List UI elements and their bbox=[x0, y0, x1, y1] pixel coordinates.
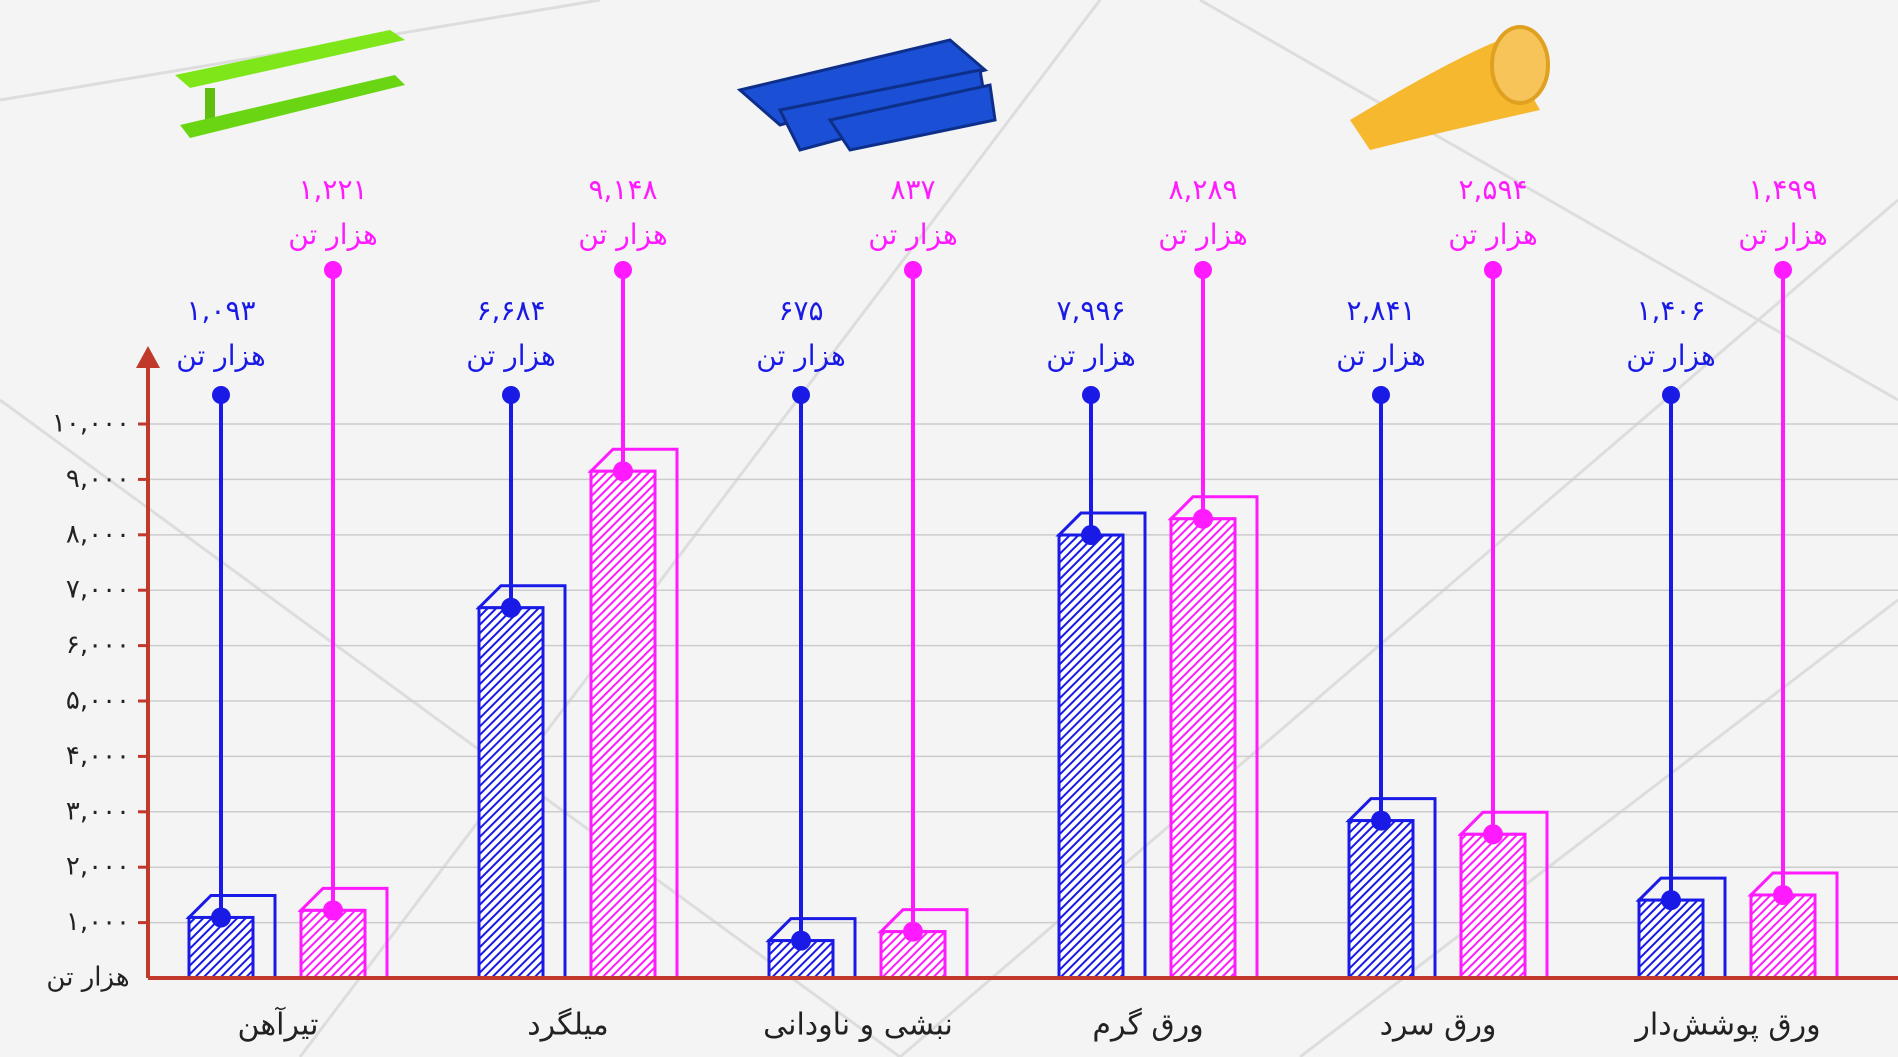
x-tick-label: ورق سرد bbox=[1380, 1008, 1497, 1043]
value-label: ۹,۱۴۸ bbox=[588, 173, 657, 206]
value-unit: هزار تن bbox=[1626, 339, 1716, 372]
lollipop-head bbox=[1372, 386, 1390, 404]
y-axis-arrow bbox=[136, 346, 160, 368]
profile-icon bbox=[736, 38, 997, 152]
lollipop-head bbox=[212, 386, 230, 404]
x-tick-label: تیرآهن bbox=[238, 1007, 319, 1043]
lollipop-dot bbox=[1661, 890, 1681, 911]
value-unit: هزار تن bbox=[1738, 218, 1828, 251]
y-tick-label: ۳,۰۰۰ bbox=[66, 796, 130, 826]
value-label: ۶,۶۸۴ bbox=[476, 294, 545, 327]
bar bbox=[1169, 517, 1237, 980]
value-unit: هزار تن bbox=[578, 218, 668, 251]
lollipop-dot bbox=[1483, 824, 1503, 845]
value-unit: هزار تن bbox=[1046, 339, 1136, 372]
lollipop-dot bbox=[791, 930, 811, 951]
lollipop-head bbox=[324, 261, 342, 279]
bar bbox=[1749, 893, 1817, 980]
lollipop-head bbox=[1082, 386, 1100, 404]
x-tick-label: ورق پوشش‌دار bbox=[1633, 1008, 1820, 1043]
value-unit: هزار تن bbox=[288, 218, 378, 251]
lollipop-head bbox=[614, 261, 632, 279]
x-tick-label: نبشی و ناودانی bbox=[763, 1008, 953, 1043]
value-unit: هزار تن bbox=[1448, 218, 1538, 251]
bar bbox=[1347, 819, 1415, 980]
lollipop-dot bbox=[1193, 508, 1213, 529]
lollipop-dot bbox=[1773, 884, 1793, 905]
lollipop-dot bbox=[903, 921, 923, 942]
y-tick-label: ۹,۰۰۰ bbox=[66, 464, 130, 494]
lollipop-head bbox=[1194, 261, 1212, 279]
y-tick-label: ۱,۰۰۰ bbox=[66, 907, 130, 937]
y-tick-label: ۶,۰۰۰ bbox=[66, 630, 130, 660]
lollipop-dot bbox=[211, 907, 231, 928]
x-tick-label: ورق گرم bbox=[1092, 1008, 1203, 1043]
lollipop-dot bbox=[1081, 525, 1101, 546]
value-label: ۸۳۷ bbox=[890, 173, 935, 206]
y-tick-label: ۸,۰۰۰ bbox=[66, 519, 130, 549]
value-label: ۱,۴۹۹ bbox=[1748, 173, 1817, 206]
lollipop-dot bbox=[1371, 810, 1391, 831]
bar bbox=[299, 908, 367, 980]
value-unit: هزار تن bbox=[466, 339, 556, 372]
value-label: ۲,۸۴۱ bbox=[1346, 294, 1415, 327]
bar bbox=[477, 606, 545, 980]
value-label: ۲,۵۹۴ bbox=[1458, 173, 1527, 206]
lollipop-head bbox=[1484, 261, 1502, 279]
value-unit: هزار تن bbox=[1158, 218, 1248, 251]
lollipop-dot bbox=[323, 900, 343, 921]
y-axis-label: هزار تن bbox=[46, 963, 129, 993]
bar bbox=[589, 469, 657, 980]
value-label: ۷,۹۹۶ bbox=[1056, 294, 1125, 327]
lollipop-head bbox=[1774, 261, 1792, 279]
lollipop-head bbox=[792, 386, 810, 404]
value-label: ۱,۲۲۱ bbox=[298, 173, 367, 206]
lollipop-dot bbox=[501, 597, 521, 618]
y-tick-label: ۱۰,۰۰۰ bbox=[52, 409, 130, 439]
y-tick-label: ۵,۰۰۰ bbox=[66, 686, 130, 716]
bar bbox=[1637, 898, 1705, 980]
roll-icon bbox=[1350, 25, 1550, 150]
value-label: ۱,۰۹۳ bbox=[186, 294, 255, 327]
value-label: ۸,۲۸۹ bbox=[1168, 173, 1237, 206]
lollipop-head bbox=[904, 261, 922, 279]
y-tick-label: ۴,۰۰۰ bbox=[66, 741, 130, 771]
value-unit: هزار تن bbox=[176, 339, 266, 372]
lollipop-head bbox=[502, 386, 520, 404]
lollipop-dot bbox=[613, 461, 633, 482]
value-unit: هزار تن bbox=[756, 339, 846, 372]
value-label: ۱,۴۰۶ bbox=[1636, 294, 1705, 327]
value-unit: هزار تن bbox=[1336, 339, 1426, 372]
y-tick-label: ۷,۰۰۰ bbox=[66, 575, 130, 605]
value-unit: هزار تن bbox=[868, 218, 958, 251]
bar bbox=[1057, 533, 1125, 980]
x-tick-label: میلگرد bbox=[527, 1008, 609, 1043]
y-tick-label: ۲,۰۰۰ bbox=[66, 852, 130, 882]
value-label: ۶۷۵ bbox=[778, 294, 823, 327]
bar bbox=[1459, 832, 1527, 980]
beam-icon bbox=[175, 30, 405, 138]
lollipop-head bbox=[1662, 386, 1680, 404]
